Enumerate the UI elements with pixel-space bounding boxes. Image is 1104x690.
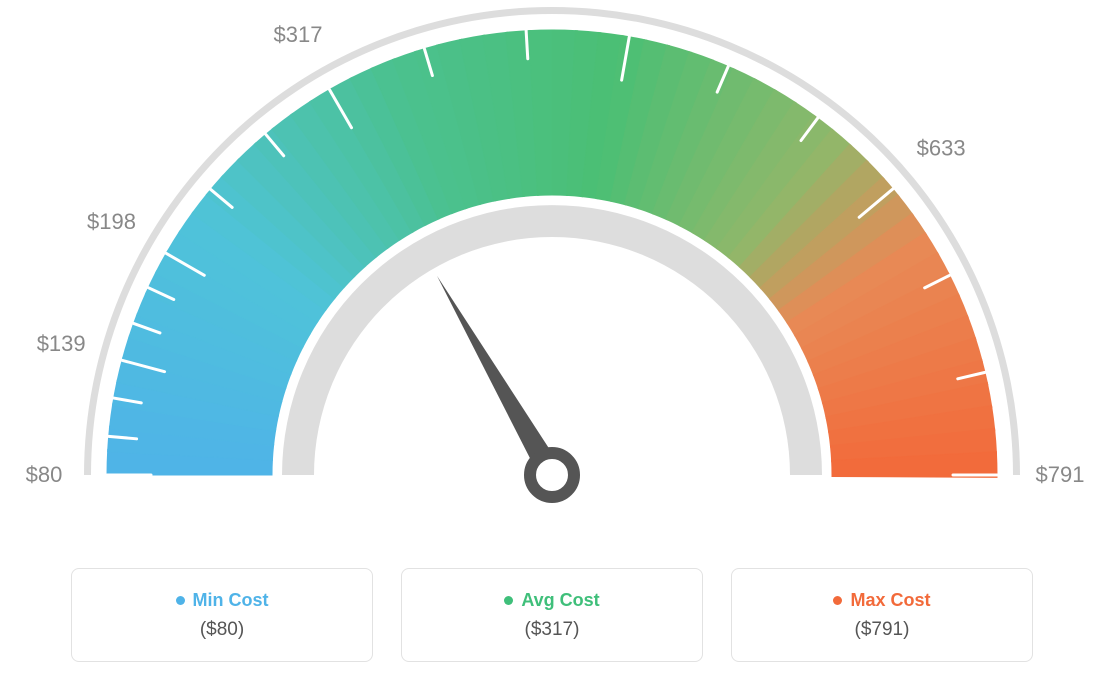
legend-title-min: Min Cost [193, 590, 269, 611]
gauge-label: $198 [87, 209, 136, 234]
gauge-label: $633 [917, 135, 966, 160]
legend-dot-avg [504, 596, 513, 605]
gauge-label: $80 [26, 462, 63, 487]
legend-card-max: Max Cost ($791) [731, 568, 1033, 662]
cost-gauge: $80$139$198$317$475$633$791 [0, 0, 1104, 560]
gauge-needle-hub [530, 453, 574, 497]
legend-title-avg: Avg Cost [521, 590, 599, 611]
gauge-band [107, 30, 997, 477]
legend-value-max: ($791) [855, 619, 910, 641]
legend-card-avg: Avg Cost ($317) [401, 568, 703, 662]
legend-row: Min Cost ($80) Avg Cost ($317) Max Cost … [0, 568, 1104, 662]
legend-dot-min [176, 596, 185, 605]
legend-value-min: ($80) [200, 619, 244, 641]
gauge-label: $317 [274, 22, 323, 47]
legend-card-min: Min Cost ($80) [71, 568, 373, 662]
gauge-label: $139 [37, 331, 86, 356]
gauge-label: $791 [1036, 462, 1085, 487]
legend-title-max: Max Cost [850, 590, 930, 611]
legend-dot-max [833, 596, 842, 605]
legend-value-avg: ($317) [525, 619, 580, 641]
